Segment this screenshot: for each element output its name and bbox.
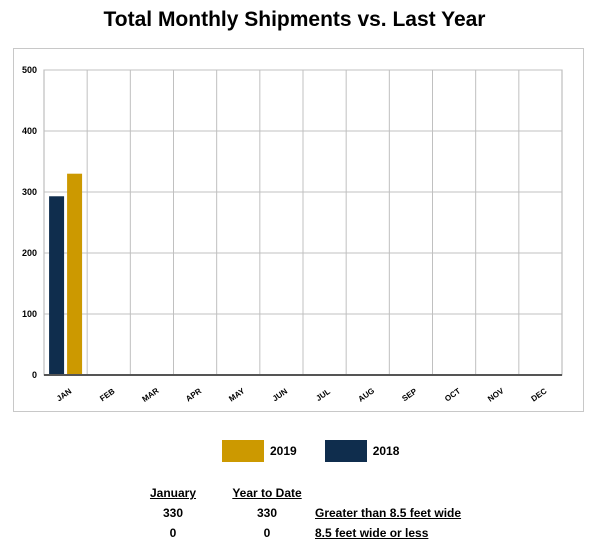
y-tick-label: 300 xyxy=(22,187,37,197)
x-tick-label: JAN xyxy=(55,387,73,404)
y-tick-label: 500 xyxy=(22,65,37,75)
summary-month-value: 330 xyxy=(162,506,184,520)
x-tick-label: FEB xyxy=(98,387,116,404)
chart-title: Total Monthly Shipments vs. Last Year xyxy=(103,8,486,31)
legend-label-2019: 2019 xyxy=(270,444,297,458)
x-tick-label: AUG xyxy=(356,386,376,404)
x-tick-label: JUL xyxy=(314,387,332,403)
legend-swatch-2019 xyxy=(222,440,264,462)
x-tick-label: NOV xyxy=(486,386,506,404)
bar-2019-jan xyxy=(67,173,83,375)
y-tick-label: 400 xyxy=(22,126,37,136)
x-tick-label: MAR xyxy=(140,386,160,404)
summary-ytd-value: 0 xyxy=(263,526,271,540)
legend: 2019 2018 xyxy=(222,440,427,462)
y-tick-label: 100 xyxy=(22,309,37,319)
x-tick-label: OCT xyxy=(443,386,462,403)
summary-header-month: January xyxy=(149,486,197,500)
legend-swatch-2018 xyxy=(324,440,367,462)
summary-month-value: 0 xyxy=(169,526,177,540)
bar-2018-jan xyxy=(49,196,65,375)
x-tick-label: DEC xyxy=(529,386,548,403)
summary-header-ytd: Year to Date xyxy=(232,486,302,500)
bar-chart: 0 100 200 300 400 500 JAN FEB MAR APR MAY JUN JUL AUG… xyxy=(13,48,584,412)
x-tick-label: MAY xyxy=(227,386,247,404)
legend-label-2018: 2018 xyxy=(372,444,400,458)
y-tick-label: 200 xyxy=(22,248,37,258)
chart-frame xyxy=(13,48,584,412)
y-tick-label: 0 xyxy=(32,370,37,380)
summary-row-label: Greater than 8.5 feet wide xyxy=(315,506,462,520)
x-tick-label: APR xyxy=(184,386,203,403)
summary-row-label: 8.5 feet wide or less xyxy=(315,526,429,540)
x-tick-label: SEP xyxy=(400,386,419,403)
x-tick-label: JUN xyxy=(271,387,289,404)
summary-ytd-value: 330 xyxy=(256,506,278,520)
